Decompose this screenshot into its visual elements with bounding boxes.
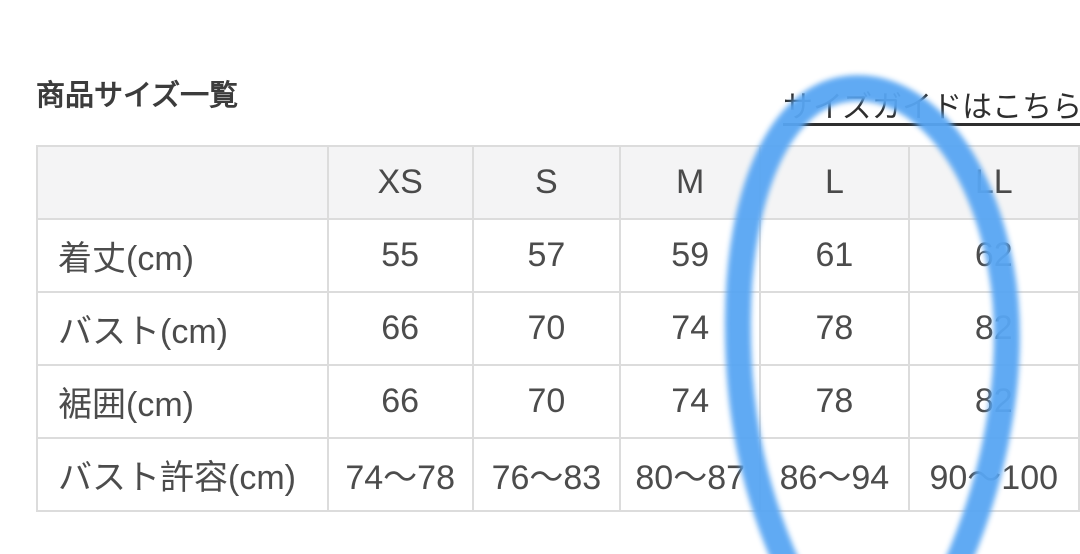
column-header-xs: XS [326,145,474,220]
cell-value: 55 [326,218,474,293]
row-label: 着丈(cm) [36,218,329,293]
row-label: バスト(cm) [36,291,329,366]
cell-value: 66 [326,364,474,439]
column-header-m: M [619,145,762,220]
size-table: XS S M L LL 着丈(cm) 55 57 59 61 62 バスト(cm… [36,145,1080,512]
cell-value: 74 [619,291,762,366]
column-header-ll: LL [907,145,1080,220]
page-title: 商品サイズ一覧 [36,80,239,112]
cell-value: 62 [907,218,1080,293]
cell-value: 66 [326,291,474,366]
row-label: 裾囲(cm) [36,364,329,439]
row-label: バスト許容(cm) [36,437,329,512]
table-row-bust: バスト(cm) 66 70 74 78 82 [36,291,1080,366]
size-table-header-row: XS S M L LL [36,145,1080,220]
cell-value: 82 [907,364,1080,439]
cell-value: 61 [759,218,910,293]
cell-value: 57 [471,218,622,293]
cell-value: 59 [619,218,762,293]
cell-value: 74 [619,364,762,439]
cell-value: 76〜83 [471,437,622,512]
table-row-hem: 裾囲(cm) 66 70 74 78 82 [36,364,1080,439]
table-row-length: 着丈(cm) 55 57 59 61 62 [36,218,1080,293]
cell-value: 70 [471,291,622,366]
cell-value: 78 [759,364,910,439]
table-row-bust-allowance: バスト許容(cm) 74〜78 76〜83 80〜87 86〜94 90〜100 [36,437,1080,512]
cell-value: 82 [907,291,1080,366]
cell-value: 78 [759,291,910,366]
size-table-corner-cell [36,145,329,220]
column-header-s: S [471,145,622,220]
cell-value: 90〜100 [907,437,1080,512]
cell-value: 86〜94 [759,437,910,512]
cell-value: 80〜87 [619,437,762,512]
cell-value: 70 [471,364,622,439]
size-guide-link[interactable]: サイズガイドはこちら [783,91,1080,124]
column-header-l: L [759,145,910,220]
cell-value: 74〜78 [326,437,474,512]
